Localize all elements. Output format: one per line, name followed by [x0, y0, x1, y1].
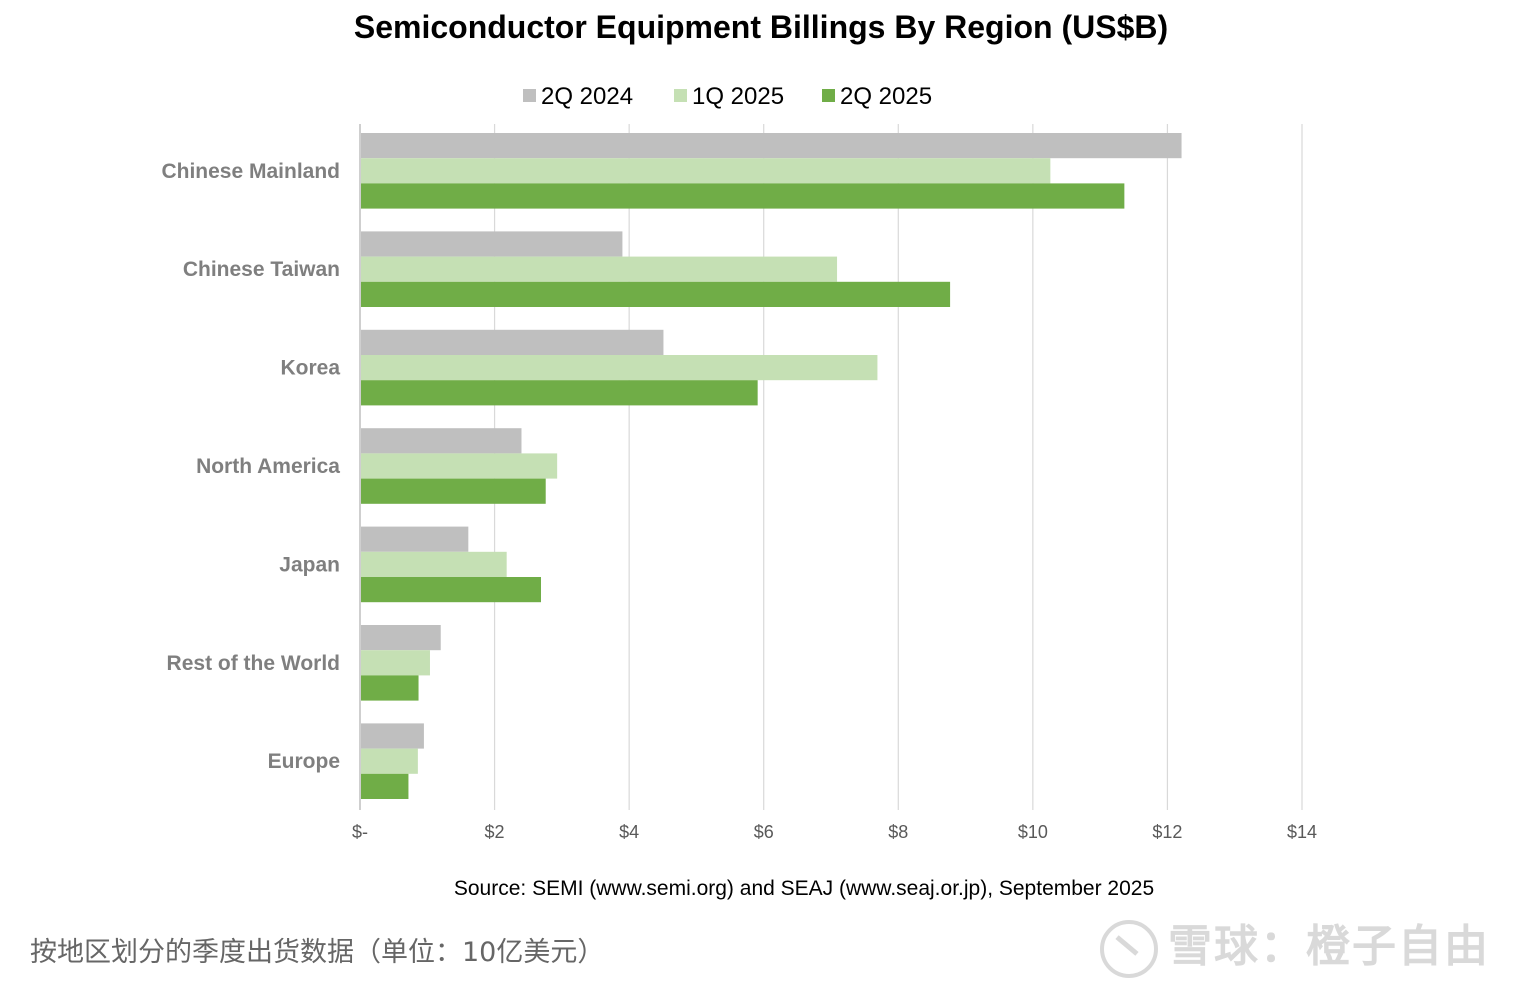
x-tick-label: $2 [485, 822, 505, 842]
bar [361, 428, 522, 454]
bar [361, 158, 1051, 184]
legend-swatch [674, 89, 687, 102]
x-tick-labels: $- $2 $4 $6 $8 $10 $12 $14 [352, 822, 1317, 842]
category-label: Europe [268, 750, 340, 773]
bar [361, 133, 1182, 159]
bar [361, 355, 878, 381]
category-labels: Chinese Mainland Chinese Taiwan Korea North… [161, 160, 340, 773]
x-tick-label: $8 [888, 822, 908, 842]
category-label: Rest of the World [167, 652, 340, 675]
bar [361, 748, 418, 774]
bar [361, 256, 838, 282]
legend-swatch [822, 89, 835, 102]
bar [361, 281, 951, 307]
bar [361, 650, 430, 676]
category-label: Chinese Mainland [161, 160, 340, 183]
legend-swatch [523, 89, 536, 102]
x-tick-label: $14 [1287, 822, 1317, 842]
bar [361, 773, 409, 799]
category-label: Japan [279, 553, 340, 576]
x-tick-label: $6 [754, 822, 774, 842]
legend-label: 1Q 2025 [692, 83, 784, 110]
category-label: North America [196, 455, 340, 478]
snowball-logo-icon [1100, 920, 1158, 978]
bars [361, 133, 1182, 799]
bar [361, 478, 546, 504]
source-note: Source: SEMI (www.semi.org) and SEAJ (ww… [454, 877, 1154, 900]
bar [361, 231, 623, 257]
bar [361, 577, 541, 603]
legend: 2Q 2024 1Q 2025 2Q 2025 [523, 83, 932, 110]
chart-title: Semiconductor Equipment Billings By Regi… [354, 9, 1168, 45]
watermark: 雪球：橙子自由 [1100, 910, 1490, 978]
x-tick-label: $10 [1018, 822, 1048, 842]
category-label: Korea [280, 357, 340, 380]
legend-label: 2Q 2025 [840, 83, 932, 110]
bar [361, 723, 424, 749]
bar [361, 526, 469, 552]
legend-label: 2Q 2024 [541, 83, 633, 110]
bar [361, 453, 558, 479]
bar [361, 551, 507, 577]
x-tick-label: $- [352, 822, 368, 842]
bar [361, 380, 758, 406]
bar [361, 675, 419, 701]
bar [361, 625, 441, 651]
x-tick-label: $4 [619, 822, 639, 842]
x-tick-label: $12 [1152, 822, 1182, 842]
caption: 按地区划分的季度出货数据（单位：10亿美元） [30, 937, 605, 968]
category-label: Chinese Taiwan [183, 258, 340, 281]
watermark-text: 雪球：橙子自由 [1168, 921, 1490, 972]
bar [361, 183, 1125, 209]
bar [361, 329, 664, 355]
